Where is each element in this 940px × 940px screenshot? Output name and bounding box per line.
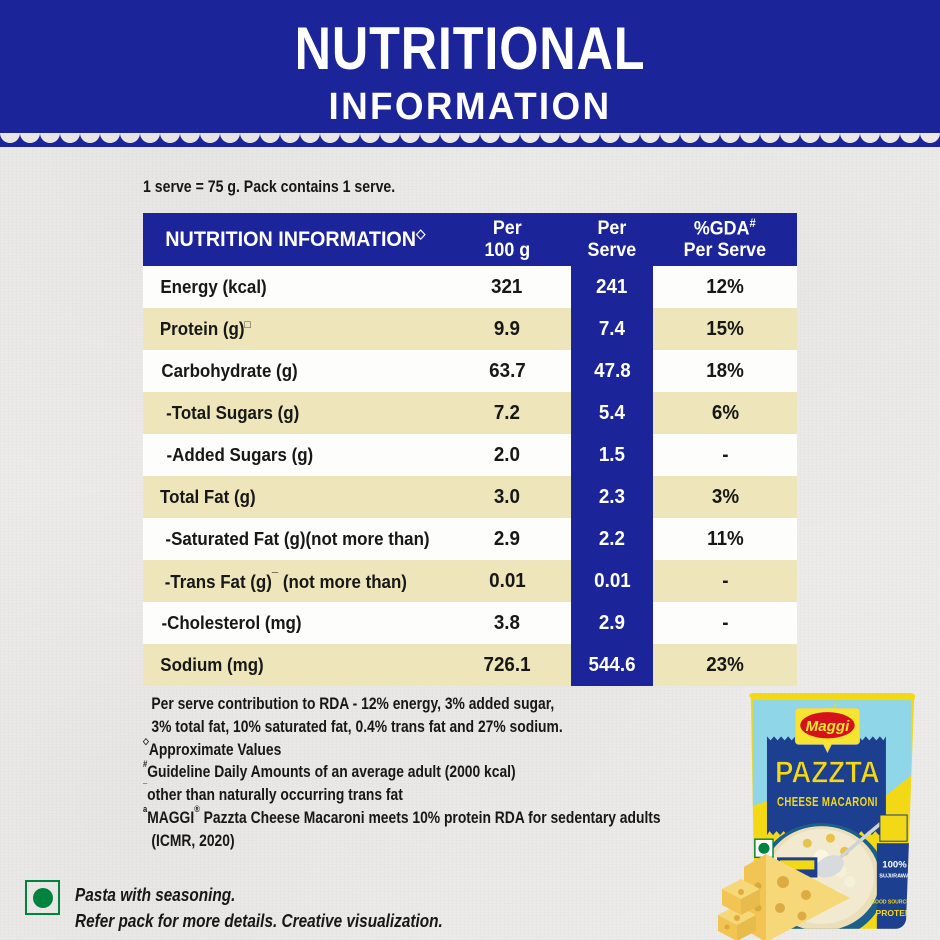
svg-text:GOOD SOURCE OF: GOOD SOURCE OF bbox=[871, 900, 918, 906]
svg-text:PAZZTA: PAZZTA bbox=[775, 757, 880, 790]
svg-text:Maggi: Maggi bbox=[806, 718, 850, 735]
svg-text:PROTEIN: PROTEIN bbox=[876, 908, 914, 918]
svg-text:SUJI/RAWA: SUJI/RAWA bbox=[879, 874, 909, 880]
svg-text:CHEESE MACARONI: CHEESE MACARONI bbox=[777, 794, 878, 809]
svg-text:100%: 100% bbox=[882, 859, 907, 870]
